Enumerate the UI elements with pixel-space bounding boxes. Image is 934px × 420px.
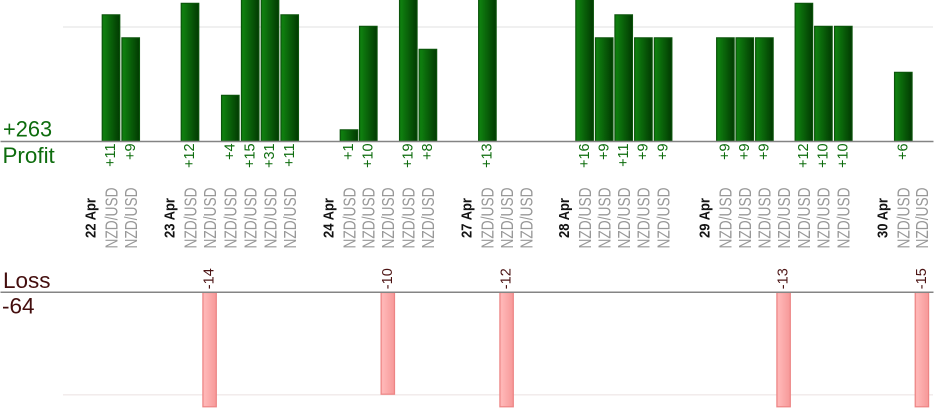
svg-text:-12: -12 (499, 268, 515, 289)
svg-text:-64: -64 (2, 294, 35, 319)
svg-text:+9: +9 (596, 143, 612, 160)
svg-text:+10: +10 (361, 143, 377, 168)
svg-text:NZD/USD: NZD/USD (774, 188, 794, 249)
svg-text:+13: +13 (480, 143, 496, 168)
svg-text:28 Apr: 28 Apr (556, 198, 573, 238)
svg-text:NZD/USD: NZD/USD (260, 188, 280, 249)
svg-text:+9: +9 (636, 143, 652, 160)
svg-text:+11: +11 (282, 143, 298, 167)
svg-text:+9: +9 (737, 143, 753, 160)
svg-text:+9: +9 (757, 143, 773, 160)
svg-text:NZD/USD: NZD/USD (517, 188, 537, 249)
svg-text:+10: +10 (816, 143, 832, 168)
svg-text:+16: +16 (577, 143, 593, 168)
svg-text:-10: -10 (380, 268, 396, 289)
svg-text:NZD/USD: NZD/USD (101, 188, 121, 249)
svg-text:NZD/USD: NZD/USD (280, 188, 300, 249)
svg-text:+6: +6 (896, 143, 912, 160)
svg-text:NZD/USD: NZD/USD (180, 188, 200, 249)
svg-text:+263: +263 (3, 117, 52, 142)
svg-text:NZD/USD: NZD/USD (339, 188, 359, 249)
svg-text:NZD/USD: NZD/USD (418, 188, 438, 249)
svg-text:-14: -14 (202, 268, 218, 289)
svg-text:-13: -13 (776, 268, 792, 289)
svg-text:-15: -15 (914, 268, 930, 289)
svg-text:+15: +15 (242, 143, 258, 168)
svg-text:NZD/USD: NZD/USD (634, 188, 654, 249)
svg-text:Loss: Loss (3, 268, 51, 293)
svg-text:NZD/USD: NZD/USD (794, 188, 814, 249)
svg-text:NZD/USD: NZD/USD (716, 188, 736, 249)
svg-text:NZD/USD: NZD/USD (653, 188, 673, 249)
svg-text:+11: +11 (103, 143, 119, 167)
svg-text:NZD/USD: NZD/USD (359, 188, 379, 249)
svg-text:NZD/USD: NZD/USD (200, 188, 220, 249)
svg-text:23 Apr: 23 Apr (161, 198, 178, 238)
svg-text:+1: +1 (341, 143, 357, 160)
svg-text:+12: +12 (796, 143, 812, 168)
svg-text:27 Apr: 27 Apr (459, 198, 476, 238)
svg-text:30 Apr: 30 Apr (875, 198, 892, 238)
svg-text:+4: +4 (223, 143, 239, 160)
svg-text:+8: +8 (420, 143, 436, 160)
svg-text:+10: +10 (836, 143, 852, 168)
svg-text:NZD/USD: NZD/USD (478, 188, 498, 249)
svg-text:NZD/USD: NZD/USD (575, 188, 595, 249)
svg-text:+11: +11 (616, 143, 632, 167)
svg-text:NZD/USD: NZD/USD (755, 188, 775, 249)
svg-text:NZD/USD: NZD/USD (595, 188, 615, 249)
svg-text:NZD/USD: NZD/USD (121, 188, 141, 249)
svg-text:29 Apr: 29 Apr (697, 198, 714, 238)
svg-text:+9: +9 (718, 143, 734, 160)
svg-text:+9: +9 (655, 143, 671, 160)
svg-text:NZD/USD: NZD/USD (912, 188, 932, 249)
svg-text:NZD/USD: NZD/USD (814, 188, 834, 249)
svg-text:+9: +9 (123, 143, 139, 160)
svg-text:NZD/USD: NZD/USD (221, 188, 241, 249)
svg-text:NZD/USD: NZD/USD (834, 188, 854, 249)
svg-text:NZD/USD: NZD/USD (378, 188, 398, 249)
svg-text:+31: +31 (262, 143, 278, 168)
svg-text:22 Apr: 22 Apr (82, 198, 99, 238)
svg-text:NZD/USD: NZD/USD (241, 188, 261, 249)
svg-text:Profit: Profit (3, 143, 56, 168)
svg-text:NZD/USD: NZD/USD (894, 188, 914, 249)
svg-text:NZD/USD: NZD/USD (497, 188, 517, 249)
svg-text:+19: +19 (401, 143, 417, 168)
svg-text:+12: +12 (182, 143, 198, 168)
svg-text:24 Apr: 24 Apr (320, 198, 337, 238)
svg-text:NZD/USD: NZD/USD (399, 188, 419, 249)
svg-text:NZD/USD: NZD/USD (614, 188, 634, 249)
svg-text:NZD/USD: NZD/USD (735, 188, 755, 249)
